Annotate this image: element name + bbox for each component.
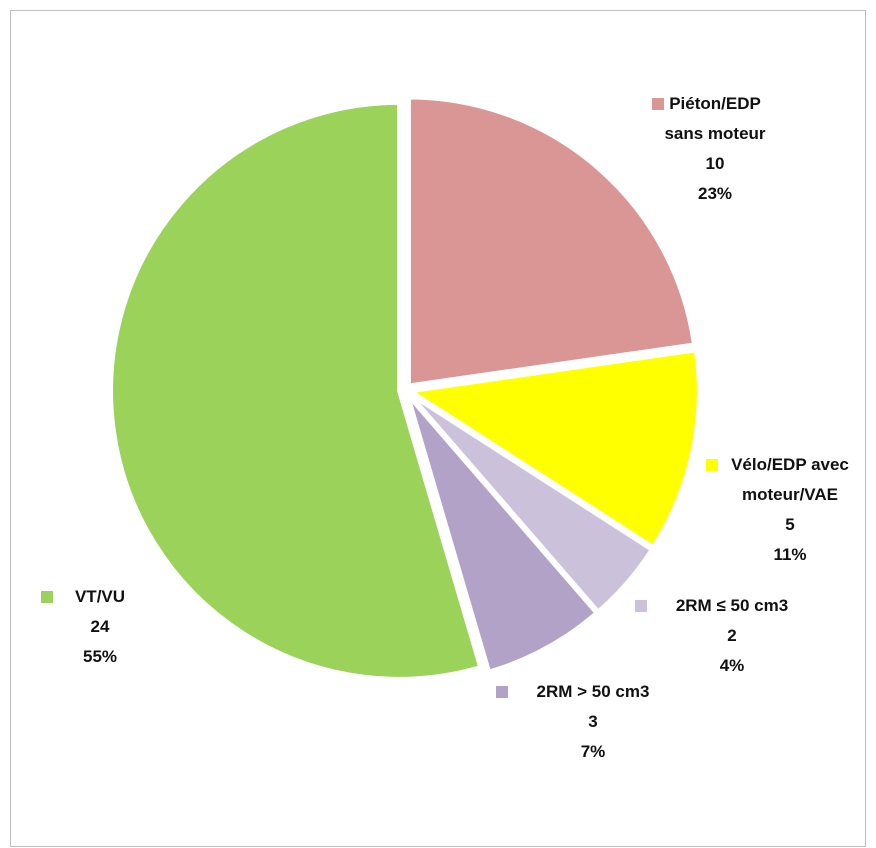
data-label: Vélo/EDP avec moteur/VAE 5 11% bbox=[715, 450, 865, 570]
category-label: 2RM ≤ 50 cm3 bbox=[675, 596, 789, 615]
pie-slice bbox=[109, 100, 483, 681]
category-label: VT/VU bbox=[74, 587, 126, 606]
legend-swatch bbox=[652, 98, 664, 110]
legend-swatch bbox=[496, 686, 508, 698]
percent-label: 7% bbox=[580, 742, 606, 761]
data-label: Piéton/EDP sans moteur 10 23% bbox=[650, 89, 780, 209]
data-label: VT/VU 24 55% bbox=[40, 582, 160, 672]
pie-slice bbox=[408, 392, 655, 615]
pie-slice bbox=[405, 348, 701, 550]
category-label: 2RM > 50 cm3 bbox=[536, 682, 650, 701]
category-label: Piéton/EDP sans moteur bbox=[664, 94, 766, 143]
value-label: 3 bbox=[588, 712, 598, 731]
percent-label: 23% bbox=[697, 184, 733, 203]
pie-slice bbox=[405, 393, 600, 675]
value-label: 5 bbox=[785, 515, 795, 534]
legend-swatch bbox=[635, 600, 647, 612]
percent-label: 55% bbox=[82, 647, 118, 666]
value-label: 10 bbox=[705, 154, 725, 173]
value-label: 2 bbox=[727, 626, 737, 645]
value-label: 24 bbox=[90, 617, 110, 636]
pie-slice bbox=[406, 95, 697, 388]
data-label: 2RM ≤ 50 cm3 2 4% bbox=[657, 591, 807, 681]
percent-label: 11% bbox=[773, 545, 807, 564]
percent-label: 4% bbox=[719, 656, 745, 675]
data-label: 2RM > 50 cm3 3 7% bbox=[518, 677, 668, 767]
category-label: Vélo/EDP avec moteur/VAE bbox=[731, 455, 849, 504]
legend-swatch bbox=[41, 591, 53, 603]
legend-swatch bbox=[706, 459, 718, 471]
